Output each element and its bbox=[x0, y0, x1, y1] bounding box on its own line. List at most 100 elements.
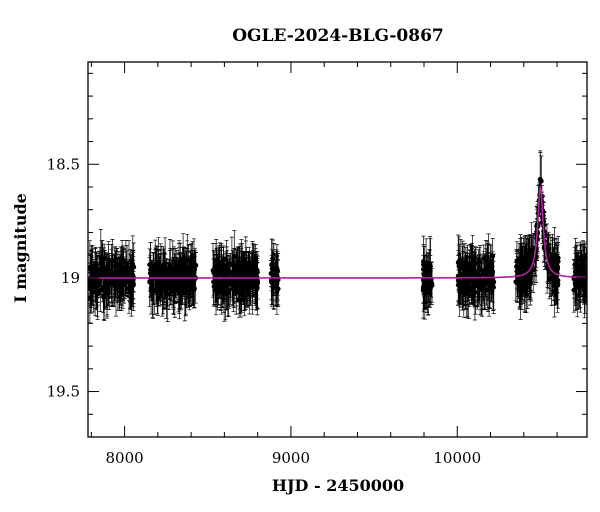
data-point bbox=[514, 264, 519, 269]
data-point bbox=[88, 278, 93, 283]
data-point bbox=[514, 258, 520, 264]
data-point bbox=[463, 278, 468, 284]
data-point bbox=[170, 282, 176, 288]
data-point bbox=[192, 262, 198, 267]
data-point bbox=[96, 273, 102, 279]
model-curve bbox=[88, 184, 587, 279]
x-tick-label: 9000 bbox=[272, 449, 310, 467]
data-point bbox=[583, 279, 587, 284]
data-point bbox=[149, 280, 155, 286]
data-point bbox=[88, 264, 93, 270]
data-point bbox=[236, 297, 242, 303]
data-point bbox=[161, 277, 167, 283]
data-point bbox=[460, 266, 466, 272]
data-point bbox=[513, 279, 519, 285]
data-point bbox=[185, 286, 191, 292]
data-point bbox=[124, 261, 130, 267]
data-point bbox=[192, 286, 197, 292]
data-point bbox=[572, 262, 578, 268]
data-point bbox=[174, 271, 180, 277]
y-tick-label: 19 bbox=[61, 269, 80, 287]
data-point bbox=[235, 260, 241, 265]
data-point bbox=[428, 285, 433, 291]
data-point bbox=[165, 291, 171, 297]
data-point bbox=[101, 255, 107, 261]
data-point bbox=[239, 261, 245, 267]
x-tick-label: 8000 bbox=[105, 449, 143, 467]
data-point bbox=[421, 259, 426, 264]
x-tick-label: 10000 bbox=[433, 449, 481, 467]
data-point bbox=[274, 277, 280, 283]
data-point bbox=[129, 277, 135, 283]
data-point bbox=[176, 284, 182, 289]
data-point bbox=[425, 280, 431, 285]
data-point bbox=[573, 270, 579, 275]
data-point bbox=[555, 281, 561, 287]
data-point bbox=[184, 257, 190, 263]
data-point bbox=[184, 268, 190, 274]
data-point bbox=[473, 260, 479, 266]
error-bars bbox=[88, 150, 587, 324]
data-point bbox=[550, 259, 556, 265]
data-point bbox=[421, 285, 426, 291]
data-point bbox=[115, 282, 121, 288]
data-point bbox=[237, 265, 243, 271]
data-point bbox=[126, 286, 132, 291]
data-point bbox=[226, 290, 232, 296]
data-point bbox=[243, 262, 249, 268]
data-point bbox=[578, 282, 583, 287]
data-point bbox=[224, 265, 230, 270]
data-point bbox=[233, 289, 239, 294]
data-point bbox=[525, 261, 531, 267]
data-point bbox=[213, 287, 219, 293]
data-point bbox=[99, 259, 105, 265]
data-point bbox=[571, 287, 577, 293]
data-point bbox=[462, 272, 468, 278]
data-point bbox=[154, 264, 160, 270]
data-point bbox=[95, 282, 101, 287]
chart-title: OGLE-2024-BLG-0867 bbox=[232, 26, 444, 46]
data-point bbox=[237, 281, 243, 287]
data-point bbox=[159, 282, 165, 288]
data-point bbox=[473, 269, 478, 275]
data-point bbox=[461, 288, 467, 294]
data-point bbox=[213, 264, 219, 270]
data-point bbox=[524, 255, 530, 261]
data-point bbox=[482, 278, 488, 284]
data-point bbox=[158, 271, 164, 277]
data-point bbox=[487, 282, 492, 288]
data-point bbox=[253, 269, 259, 275]
data-point bbox=[191, 253, 197, 259]
data-point bbox=[88, 286, 93, 292]
data-point bbox=[254, 285, 260, 291]
data-point bbox=[462, 259, 468, 265]
data-point bbox=[121, 259, 126, 265]
data-point bbox=[477, 259, 483, 265]
data-point bbox=[191, 280, 196, 286]
data-point bbox=[238, 287, 244, 293]
y-axis-label: I magnitude bbox=[11, 193, 30, 303]
data-point bbox=[470, 260, 475, 266]
data-point bbox=[522, 259, 528, 264]
data-point bbox=[271, 272, 276, 278]
data-point bbox=[163, 271, 169, 277]
data-point bbox=[530, 251, 535, 257]
data-point bbox=[552, 288, 557, 294]
data-point bbox=[215, 278, 220, 284]
data-point bbox=[110, 258, 115, 264]
data-point bbox=[171, 288, 176, 293]
data-point bbox=[424, 268, 430, 274]
data-point bbox=[98, 255, 104, 261]
data-point bbox=[582, 293, 587, 299]
data-point bbox=[130, 261, 136, 267]
data-point bbox=[106, 262, 111, 267]
data-point bbox=[114, 262, 119, 268]
data-point bbox=[525, 280, 531, 285]
data-point bbox=[229, 261, 235, 267]
data-point bbox=[478, 267, 484, 272]
data-point bbox=[241, 280, 247, 285]
data-point bbox=[516, 267, 522, 273]
data-point bbox=[456, 261, 462, 267]
data-point bbox=[109, 268, 114, 274]
data-point bbox=[180, 258, 186, 264]
